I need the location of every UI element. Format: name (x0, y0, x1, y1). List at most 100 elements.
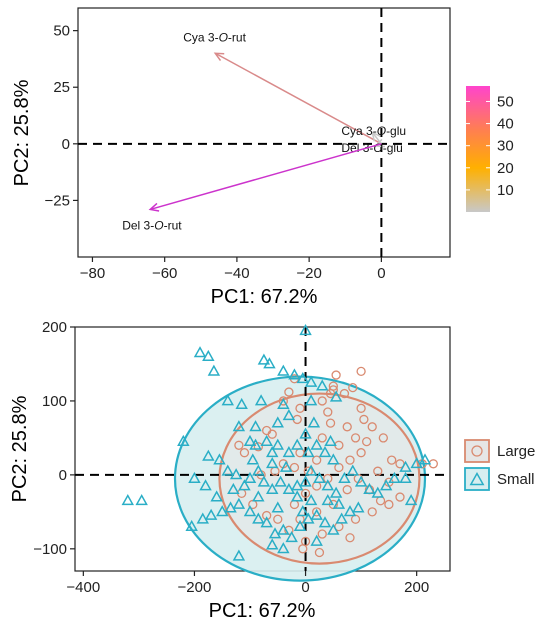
loading-vector: Del 3-O-rut (122, 143, 382, 232)
point-small (404, 494, 418, 506)
confidence-ellipse (218, 392, 421, 565)
y-tick-label: 0 (59, 467, 67, 484)
legend-marker-triangle (469, 471, 485, 486)
point-small (232, 549, 246, 561)
point-small (277, 523, 290, 535)
point-small (318, 516, 332, 528)
point-small (282, 408, 296, 421)
point-small (293, 519, 307, 532)
point-small (379, 479, 393, 491)
point-small (216, 505, 229, 517)
point-small (202, 349, 215, 361)
point-small (202, 449, 215, 461)
point-small (121, 494, 134, 506)
point-small (271, 416, 284, 428)
point-large (300, 488, 311, 499)
point-small (279, 460, 293, 472)
point-small (207, 364, 221, 376)
point-small (271, 438, 284, 450)
colorbar-tick-label: 10 (497, 182, 514, 199)
point-small (246, 453, 259, 465)
vector-label: Del 3-O-rut (122, 218, 182, 232)
point-large (342, 422, 352, 432)
point-large (267, 429, 277, 439)
point-small (232, 497, 246, 509)
legend-label: Large (497, 443, 535, 460)
point-large (384, 499, 394, 510)
point-small (399, 471, 412, 483)
point-small (260, 516, 273, 528)
biplot-axis-ticks: −80 −60 −40 −20 0 −25 0 25 50 (45, 23, 386, 282)
point-small (238, 479, 251, 491)
scores-x-axis-title: PC1: 67.2% (209, 600, 316, 622)
scores-y-axis-title: PC2: 25.8% (9, 395, 31, 502)
group-ellipses (173, 375, 427, 582)
point-small (299, 323, 312, 336)
x-tick-label: −40 (224, 265, 249, 282)
point-large (367, 422, 377, 432)
legend-marker-circle (471, 445, 483, 457)
point-large (284, 387, 294, 397)
point-large (339, 388, 350, 399)
y-tick-label: 50 (53, 23, 70, 40)
point-small (399, 460, 412, 472)
point-small (277, 542, 290, 554)
biplot-panel: Cya 3-O-rut Cya 3-O-glu Del 3-O-glu Del 3-O… (11, 7, 514, 308)
point-large (367, 507, 377, 517)
point-large (325, 418, 336, 428)
point-small (221, 464, 234, 476)
colorbar-tick-label: 50 (497, 93, 514, 110)
legend-swatch (464, 467, 490, 491)
point-large (378, 433, 388, 443)
point-small (304, 464, 318, 476)
point-small (316, 379, 329, 391)
y-tick-label: −25 (45, 192, 70, 209)
point-small (310, 438, 323, 450)
point-small (268, 527, 282, 539)
point-large (323, 407, 333, 417)
x-tick-label: 0 (377, 265, 385, 282)
vector-shaft (214, 52, 382, 145)
point-large (323, 473, 333, 484)
point-small (410, 457, 423, 469)
point-small (288, 368, 301, 380)
point-large (312, 455, 322, 465)
point-large (312, 507, 322, 517)
point-large (359, 414, 369, 425)
x-tick-label: −20 (296, 265, 321, 282)
vector-label: Del 3-O-glu (341, 141, 402, 155)
vector-arrowhead (213, 52, 225, 62)
point-large (298, 544, 308, 554)
point-small (352, 501, 365, 513)
point-large (373, 466, 383, 476)
point-small (332, 497, 346, 509)
point-large (362, 436, 372, 447)
point-small (282, 482, 296, 495)
point-small (232, 420, 246, 432)
point-small (310, 508, 323, 520)
point-small (227, 482, 240, 495)
point-small (296, 505, 309, 517)
point-large (314, 547, 325, 558)
point-small (243, 505, 257, 517)
point-small (346, 464, 359, 476)
point-small (263, 357, 276, 369)
point-small (254, 394, 268, 406)
x-tick-label: 0 (301, 579, 309, 596)
scores-legend: Large Small (464, 439, 535, 491)
point-large (278, 396, 288, 406)
point-small (224, 501, 237, 513)
vector-arrowhead (371, 131, 381, 142)
point-large (317, 396, 327, 406)
point-small (177, 434, 190, 446)
point-large (345, 455, 355, 465)
point-small (299, 475, 312, 487)
point-small (252, 512, 265, 524)
point-small (338, 471, 351, 483)
colorbar-tick-label: 20 (497, 160, 514, 177)
point-large (289, 462, 300, 473)
point-small (257, 475, 271, 487)
point-small (243, 434, 257, 446)
point-small (299, 427, 312, 439)
point-small (324, 434, 337, 446)
